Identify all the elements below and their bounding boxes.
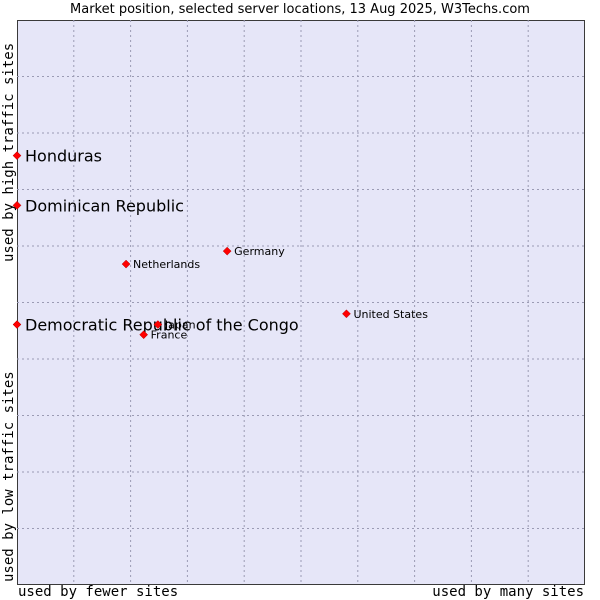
data-point — [153, 320, 163, 329]
data-point-label: Honduras — [25, 147, 102, 166]
data-point — [139, 330, 149, 340]
data-point — [12, 320, 22, 329]
data-point — [12, 200, 22, 210]
data-point-label: Dominican Republic — [25, 196, 184, 215]
y-axis-label-low: used by low traffic sites — [1, 371, 17, 582]
y-axis-label-high: used by high traffic sites — [1, 42, 17, 262]
data-point-label: United States — [353, 308, 428, 321]
data-point-label: Japan — [164, 319, 196, 332]
data-point-label: Netherlands — [133, 258, 200, 271]
x-axis-label-right: used by many sites — [432, 584, 584, 600]
x-axis-label-left: used by fewer sites — [18, 584, 179, 600]
chart-title: Market position, selected server locatio… — [70, 2, 530, 17]
data-point — [12, 151, 22, 160]
data-point — [222, 246, 232, 256]
data-point-label: France — [151, 329, 188, 342]
data-point — [342, 309, 351, 319]
data-point — [121, 259, 131, 269]
data-point-label: Germany — [234, 245, 285, 258]
data-point-label: Democratic Republic of the Congo — [25, 316, 299, 335]
